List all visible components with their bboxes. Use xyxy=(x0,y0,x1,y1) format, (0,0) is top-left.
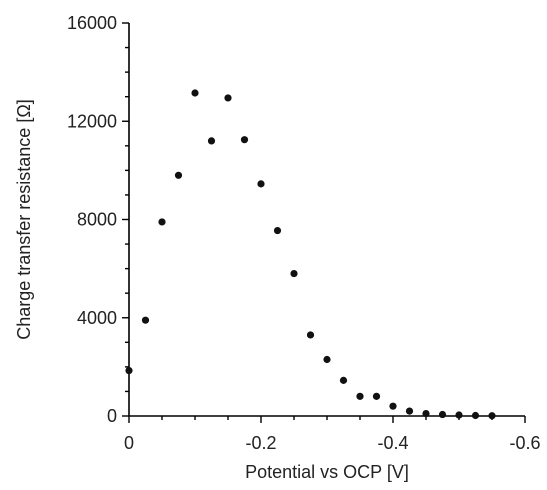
data-point xyxy=(372,392,381,400)
y-tick-label: 12000 xyxy=(67,111,117,131)
data-point xyxy=(207,137,216,145)
data-point xyxy=(471,411,480,420)
data-point xyxy=(290,269,298,278)
x-axis-title: Potential vs OCP [V] xyxy=(245,462,409,482)
data-point xyxy=(405,407,414,415)
x-tick-label: 0 xyxy=(124,433,134,453)
data-point xyxy=(174,171,183,179)
data-point xyxy=(224,94,232,102)
data-point xyxy=(488,412,496,420)
x-tick-label: -0.6 xyxy=(509,433,540,453)
data-point xyxy=(356,392,364,400)
data-point xyxy=(323,355,331,364)
data-points xyxy=(125,89,496,420)
data-point xyxy=(422,409,430,418)
data-point xyxy=(306,331,315,339)
data-point xyxy=(438,410,447,419)
y-tick-label: 4000 xyxy=(77,308,117,328)
y-axis-title: Charge transfer resistance [Ω] xyxy=(14,99,34,340)
data-point xyxy=(389,402,397,410)
x-tick-label: -0.2 xyxy=(245,433,276,453)
y-tick-label: 0 xyxy=(107,406,117,426)
data-point xyxy=(125,366,133,375)
y-tick-label: 16000 xyxy=(67,13,117,33)
data-point xyxy=(273,226,282,235)
data-point xyxy=(158,218,166,226)
data-point xyxy=(191,89,199,97)
data-point xyxy=(141,316,150,324)
y-tick-label: 8000 xyxy=(77,210,117,230)
x-tick-label: -0.4 xyxy=(377,433,408,453)
data-point xyxy=(240,136,249,144)
data-point xyxy=(339,376,348,384)
data-point xyxy=(455,411,463,419)
data-point xyxy=(257,180,265,188)
axis-ticks: 0 4000 8000 12000 16000 0 -0.2 -0.4 -0.6 xyxy=(67,13,541,453)
